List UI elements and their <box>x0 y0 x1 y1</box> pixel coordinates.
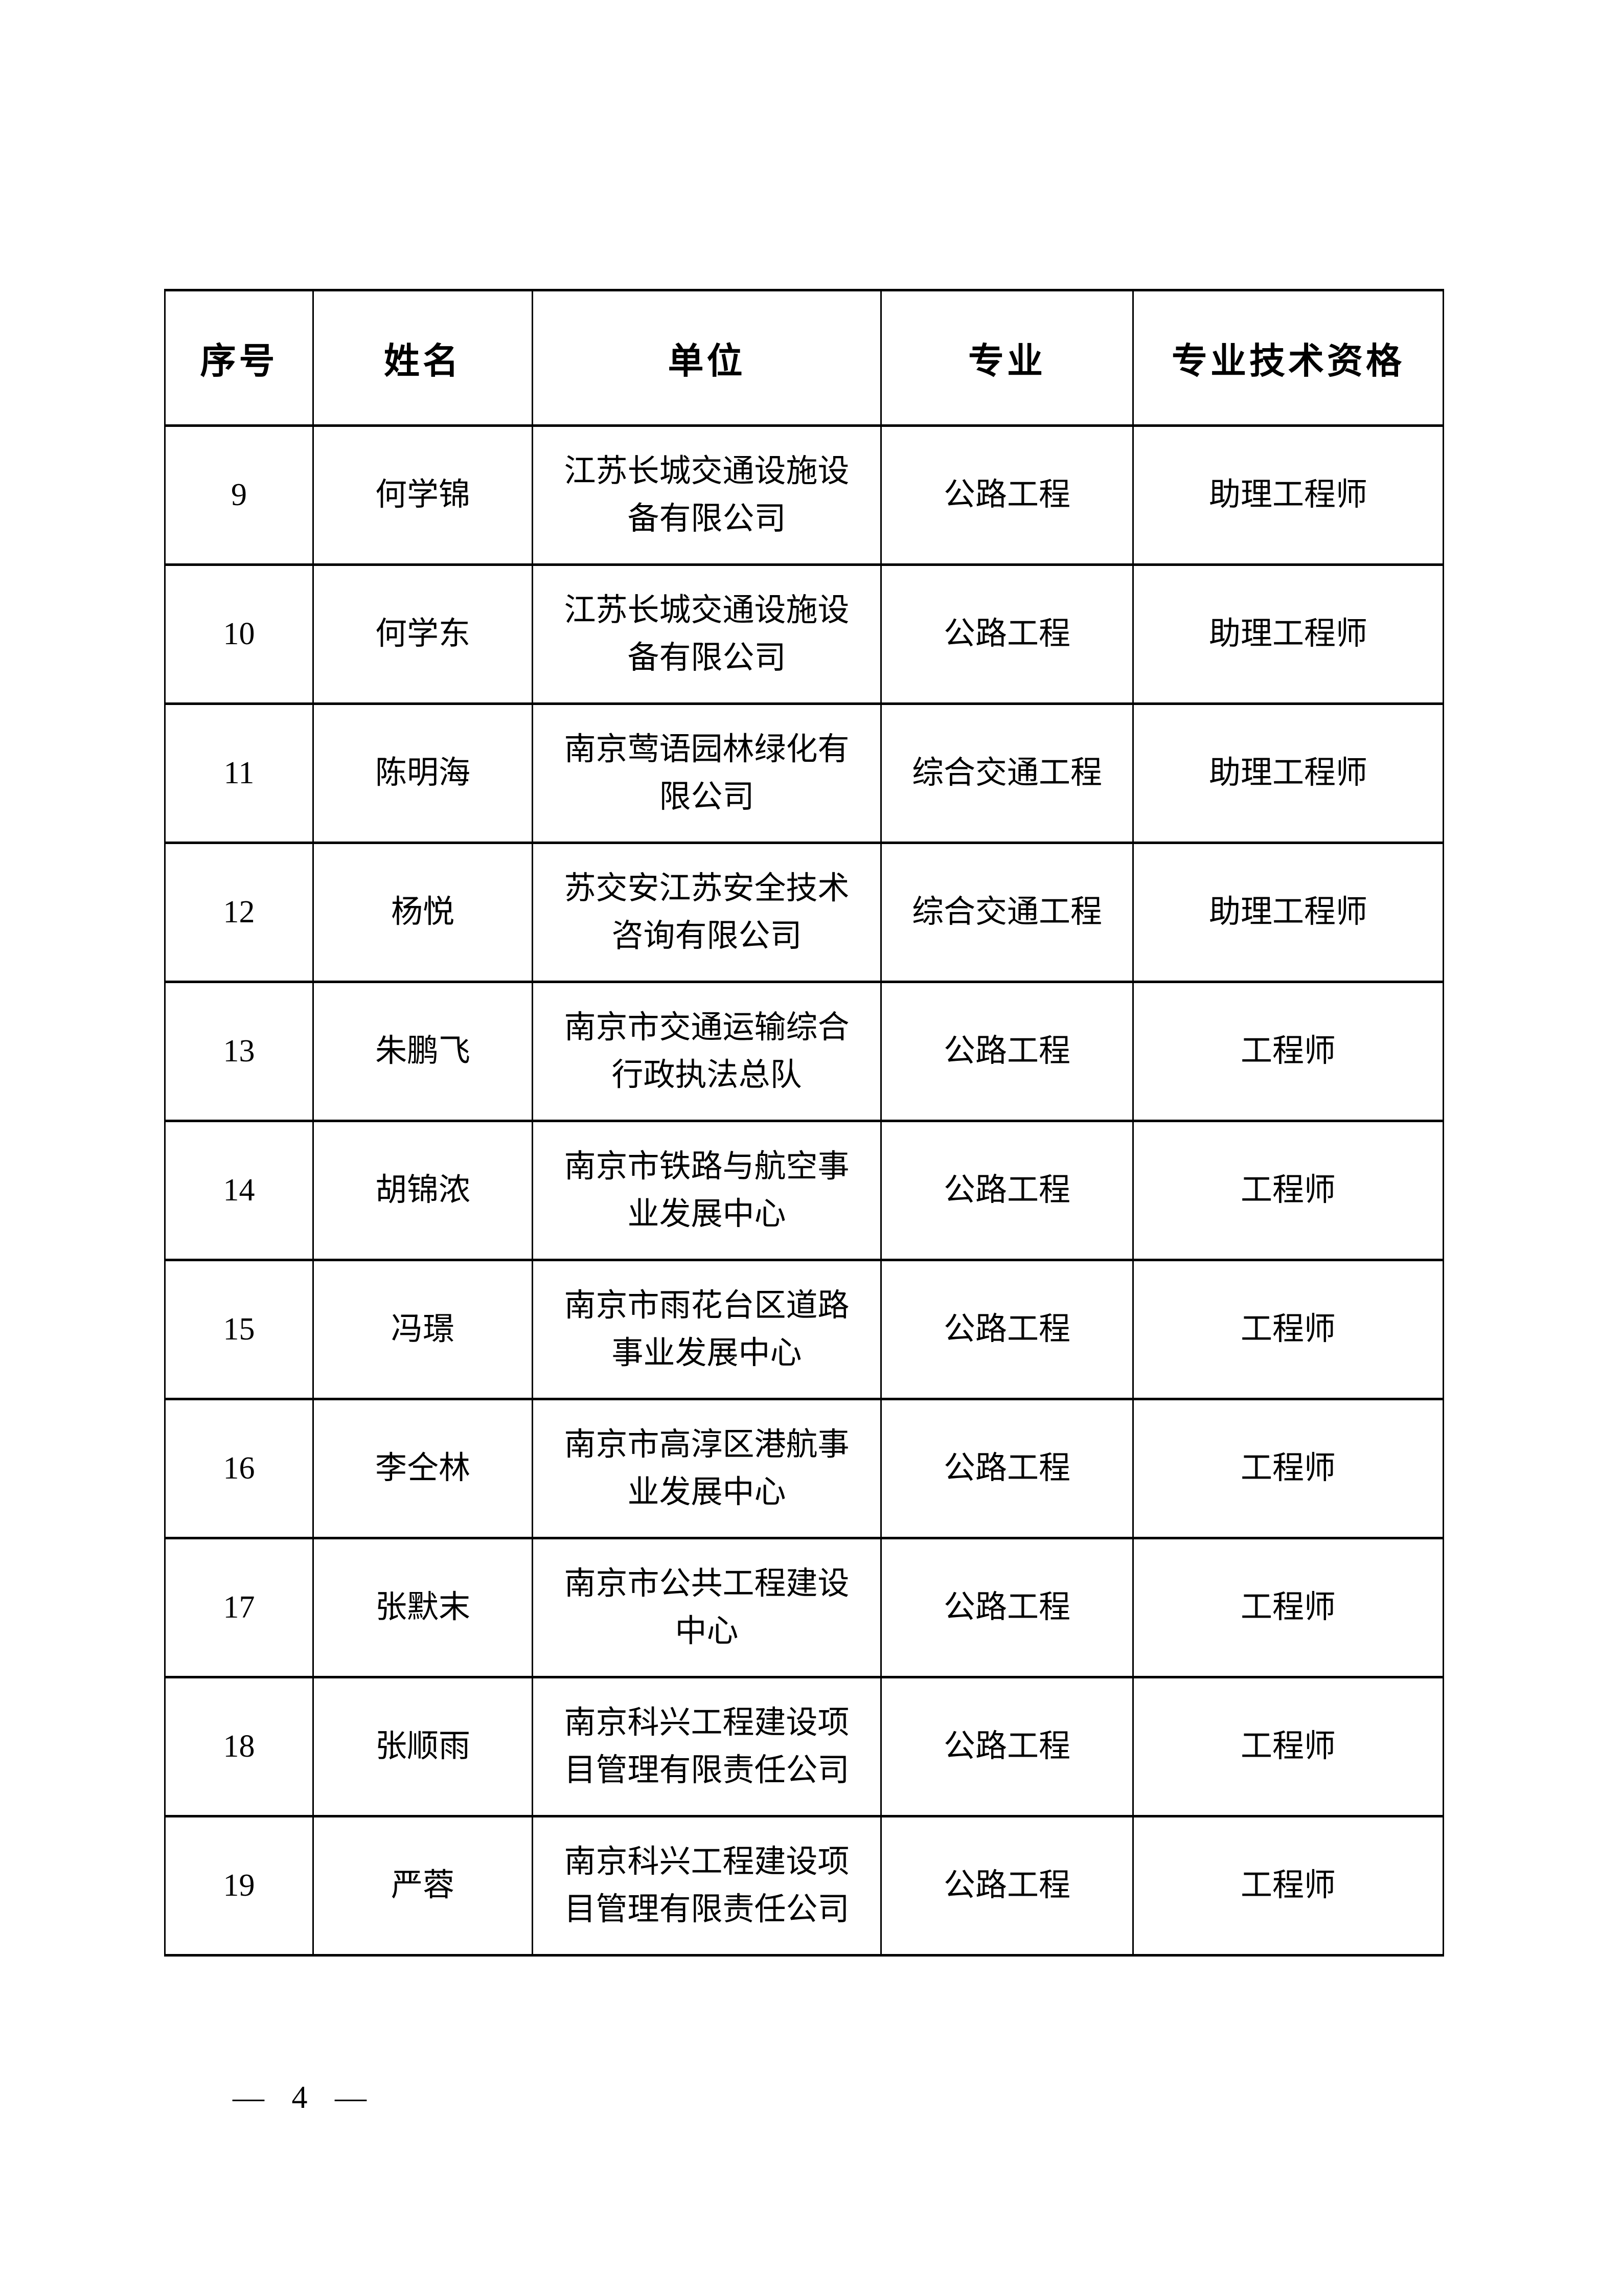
cell-qualification: 工程师 <box>1132 1676 1444 1817</box>
col-header-index: 序号 <box>164 289 314 427</box>
cell-name: 张顺雨 <box>312 1676 533 1817</box>
table-row: 17 张默末 南京市公共工程建设 中心 公路工程 工程师 <box>164 1537 1444 1678</box>
cell-qualification: 助理工程师 <box>1132 563 1444 705</box>
table-row: 14 胡锦浓 南京市铁路与航空事 业发展中心 公路工程 工程师 <box>164 1120 1444 1261</box>
roster-table: 序号 姓名 单位 专业 专业技术资格 9 何学锦 江苏长城交通设施设 备有限公司… <box>164 289 1444 1957</box>
cell-major: 公路工程 <box>880 1815 1134 1957</box>
cell-major: 综合交通工程 <box>880 702 1134 844</box>
cell-major: 公路工程 <box>880 563 1134 705</box>
cell-unit: 江苏长城交通设施设 备有限公司 <box>532 563 882 705</box>
table-row: 12 杨悦 苏交安江苏安全技术 咨询有限公司 综合交通工程 助理工程师 <box>164 842 1444 983</box>
cell-name: 张默末 <box>312 1537 533 1678</box>
cell-unit: 南京莺语园林绿化有 限公司 <box>532 702 882 844</box>
col-header-name: 姓名 <box>312 289 533 427</box>
cell-name: 胡锦浓 <box>312 1120 533 1261</box>
cell-qualification: 工程师 <box>1132 1537 1444 1678</box>
page-number: — 4 — <box>233 2080 371 2115</box>
cell-index: 19 <box>164 1815 314 1957</box>
cell-major: 公路工程 <box>880 1676 1134 1817</box>
cell-major: 公路工程 <box>880 1259 1134 1400</box>
cell-unit: 南京市高淳区港航事 业发展中心 <box>532 1398 882 1539</box>
cell-index: 14 <box>164 1120 314 1261</box>
cell-unit: 南京科兴工程建设项 目管理有限责任公司 <box>532 1676 882 1817</box>
cell-unit: 苏交安江苏安全技术 咨询有限公司 <box>532 842 882 983</box>
cell-index: 18 <box>164 1676 314 1817</box>
cell-major: 公路工程 <box>880 981 1134 1122</box>
cell-index: 10 <box>164 563 314 705</box>
cell-index: 9 <box>164 424 314 566</box>
cell-qualification: 助理工程师 <box>1132 842 1444 983</box>
cell-index: 15 <box>164 1259 314 1400</box>
cell-unit: 南京市公共工程建设 中心 <box>532 1537 882 1678</box>
col-header-unit: 单位 <box>532 289 882 427</box>
cell-index: 17 <box>164 1537 314 1678</box>
table-row: 9 何学锦 江苏长城交通设施设 备有限公司 公路工程 助理工程师 <box>164 424 1444 566</box>
cell-name: 陈明海 <box>312 702 533 844</box>
cell-name: 何学锦 <box>312 424 533 566</box>
table-header: 序号 姓名 单位 专业 专业技术资格 <box>164 289 1444 427</box>
table-row: 15 冯璟 南京市雨花台区道路 事业发展中心 公路工程 工程师 <box>164 1259 1444 1400</box>
cell-name: 李仝林 <box>312 1398 533 1539</box>
cell-index: 16 <box>164 1398 314 1539</box>
table-row: 13 朱鹏飞 南京市交通运输综合 行政执法总队 公路工程 工程师 <box>164 981 1444 1122</box>
cell-name: 冯璟 <box>312 1259 533 1400</box>
cell-unit: 南京市交通运输综合 行政执法总队 <box>532 981 882 1122</box>
cell-qualification: 工程师 <box>1132 1398 1444 1539</box>
table-row: 16 李仝林 南京市高淳区港航事 业发展中心 公路工程 工程师 <box>164 1398 1444 1539</box>
table-row: 18 张顺雨 南京科兴工程建设项 目管理有限责任公司 公路工程 工程师 <box>164 1676 1444 1817</box>
cell-unit: 南京市铁路与航空事 业发展中心 <box>532 1120 882 1261</box>
cell-qualification: 工程师 <box>1132 981 1444 1122</box>
cell-qualification: 助理工程师 <box>1132 424 1444 566</box>
cell-name: 朱鹏飞 <box>312 981 533 1122</box>
cell-major: 公路工程 <box>880 424 1134 566</box>
cell-major: 公路工程 <box>880 1398 1134 1539</box>
header-row: 序号 姓名 单位 专业 专业技术资格 <box>164 289 1444 427</box>
cell-name: 何学东 <box>312 563 533 705</box>
cell-index: 13 <box>164 981 314 1122</box>
cell-name: 杨悦 <box>312 842 533 983</box>
cell-unit: 江苏长城交通设施设 备有限公司 <box>532 424 882 566</box>
cell-major: 综合交通工程 <box>880 842 1134 983</box>
cell-index: 11 <box>164 702 314 844</box>
cell-major: 公路工程 <box>880 1537 1134 1678</box>
col-header-qualification: 专业技术资格 <box>1132 289 1444 427</box>
cell-index: 12 <box>164 842 314 983</box>
cell-major: 公路工程 <box>880 1120 1134 1261</box>
table-body: 9 何学锦 江苏长城交通设施设 备有限公司 公路工程 助理工程师 10 何学东 … <box>164 424 1444 1957</box>
cell-unit: 南京科兴工程建设项 目管理有限责任公司 <box>532 1815 882 1957</box>
cell-qualification: 助理工程师 <box>1132 702 1444 844</box>
col-header-major: 专业 <box>880 289 1134 427</box>
table-row: 10 何学东 江苏长城交通设施设 备有限公司 公路工程 助理工程师 <box>164 563 1444 705</box>
cell-name: 严蓉 <box>312 1815 533 1957</box>
table-row: 11 陈明海 南京莺语园林绿化有 限公司 综合交通工程 助理工程师 <box>164 702 1444 844</box>
cell-qualification: 工程师 <box>1132 1259 1444 1400</box>
cell-qualification: 工程师 <box>1132 1815 1444 1957</box>
table-row: 19 严蓉 南京科兴工程建设项 目管理有限责任公司 公路工程 工程师 <box>164 1815 1444 1957</box>
cell-unit: 南京市雨花台区道路 事业发展中心 <box>532 1259 882 1400</box>
cell-qualification: 工程师 <box>1132 1120 1444 1261</box>
